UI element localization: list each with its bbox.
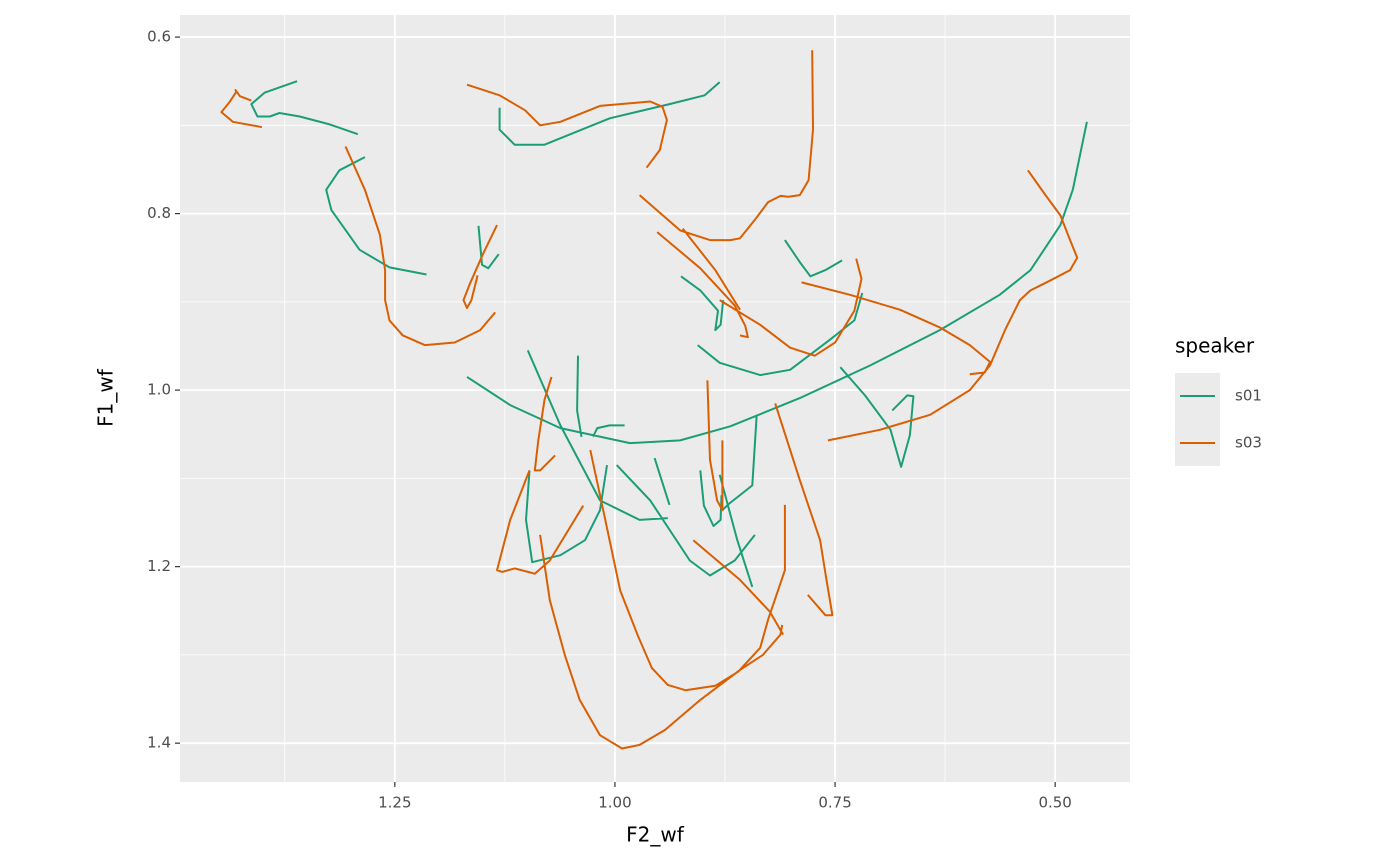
series-line <box>220 50 1079 750</box>
x-tick-label: 1.00 <box>598 794 631 812</box>
legend-key-bg <box>1175 373 1220 466</box>
legend-label: s03 <box>1235 434 1262 452</box>
y-tick-label: 1.0 <box>147 381 171 399</box>
lines <box>220 50 1088 750</box>
legend: speaker s01 s03 <box>1175 334 1262 466</box>
x-tick-label: 0.50 <box>1038 794 1071 812</box>
legend-label: s01 <box>1235 387 1262 405</box>
grid <box>180 15 1130 782</box>
y-axis-title: F1_wf <box>94 368 118 427</box>
y-tick-label: 1.4 <box>147 734 171 752</box>
x-axis-title: F2_wf <box>626 823 685 847</box>
axes: 1.25 1.00 0.75 0.50 0.6 0.8 1.0 1.2 1.4 <box>147 28 1072 812</box>
x-tick-label: 0.75 <box>818 794 851 812</box>
legend-title: speaker <box>1175 334 1255 358</box>
x-tick-label: 1.25 <box>378 794 411 812</box>
panel <box>180 15 1130 782</box>
y-tick-label: 1.2 <box>147 557 171 575</box>
y-tick-label: 0.8 <box>147 204 171 222</box>
y-tick-label: 0.6 <box>147 28 171 46</box>
series-line <box>250 80 1088 588</box>
